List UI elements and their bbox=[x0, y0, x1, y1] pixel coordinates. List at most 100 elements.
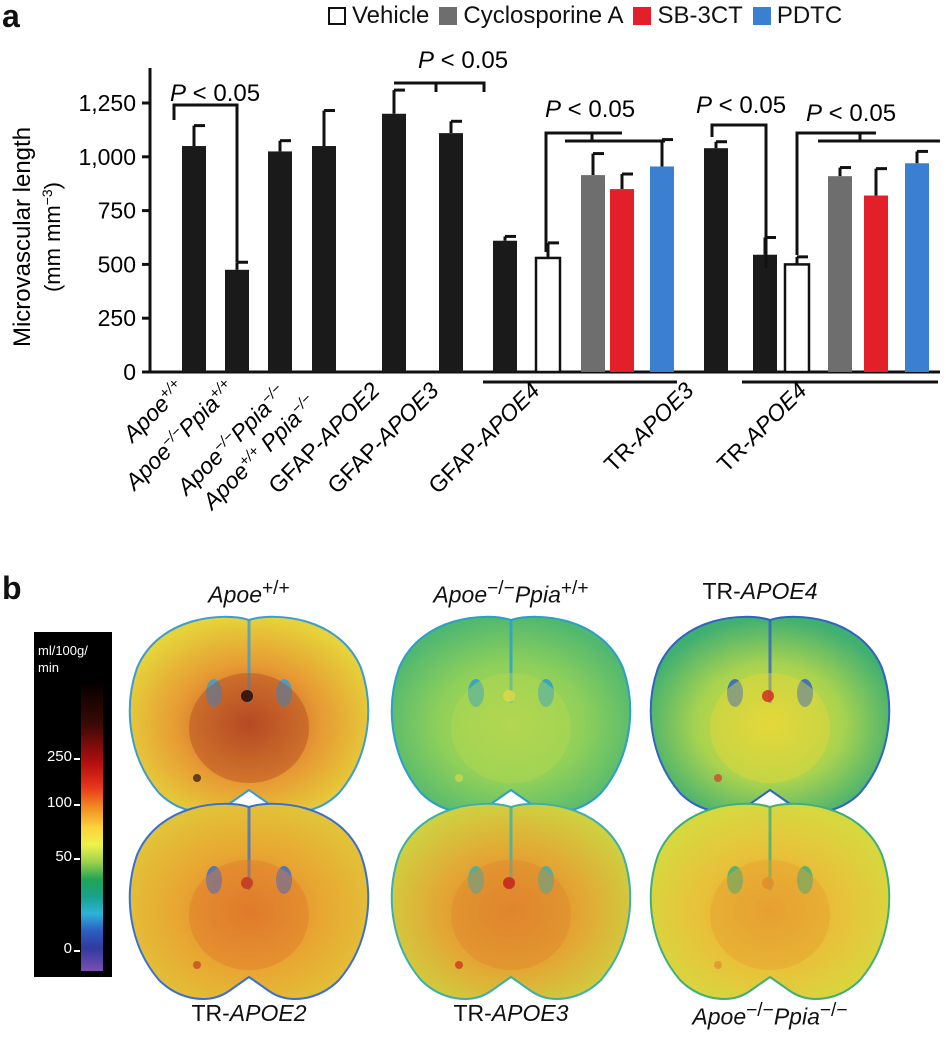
brain-section-outline bbox=[649, 802, 891, 1000]
panel-a-letter: a bbox=[2, 0, 20, 34]
brain-hotspot-small bbox=[455, 961, 463, 969]
colorbar-tickmark-0 bbox=[74, 950, 80, 952]
x-tick-label: TR-APOE3 bbox=[599, 377, 699, 477]
bar bbox=[182, 146, 206, 372]
panel-b-letter: b bbox=[2, 570, 22, 606]
brain-ventricle-left bbox=[727, 679, 743, 707]
colorbar-tickmark-100 bbox=[74, 804, 80, 806]
bar bbox=[610, 189, 634, 372]
brain-image-apoe-ko-ppia-ko bbox=[649, 802, 891, 1000]
brain-title-2: Apoe−/−Ppia+/+ bbox=[433, 578, 589, 608]
brain-core-region bbox=[451, 860, 571, 970]
brain-section-outline bbox=[128, 615, 370, 813]
colorbar-tick-0: 0 bbox=[63, 940, 72, 957]
brain-ventricle-left bbox=[206, 679, 222, 707]
bar bbox=[905, 163, 929, 372]
bar bbox=[864, 195, 888, 372]
brain-ventricle-left bbox=[468, 866, 484, 894]
colorbar-tick-100: 100 bbox=[46, 794, 72, 811]
brain-core-region bbox=[451, 673, 571, 783]
brain-hotspot bbox=[503, 690, 515, 702]
legend-swatch-cyclosporine bbox=[439, 7, 458, 25]
brain-core-region bbox=[710, 673, 830, 783]
brain-hotspot-small bbox=[455, 774, 463, 782]
y-axis-units: (mm mm−3) bbox=[39, 182, 65, 292]
p-value-label: P < 0.05 bbox=[170, 80, 260, 107]
brain-image-tr-apoe4 bbox=[649, 615, 891, 813]
bar bbox=[783, 263, 811, 374]
brain-image-tr-apoe3 bbox=[390, 802, 632, 1000]
y-tick-label: 250 bbox=[98, 305, 136, 331]
colorbar-tickmark-50 bbox=[74, 858, 80, 860]
x-tick-label: TR-APOE4 bbox=[712, 377, 812, 477]
legend-item-pdtc: PDTC bbox=[752, 2, 843, 30]
brain-image-apoe-wt bbox=[128, 615, 370, 813]
brain-image-tr-apoe2 bbox=[128, 802, 370, 1000]
legend-label-cyclosporine: Cyclosporine A bbox=[463, 2, 624, 29]
p-value-label: P < 0.05 bbox=[806, 100, 896, 127]
sig-bracket-2a bbox=[394, 81, 486, 92]
brain-ventricle-right bbox=[797, 679, 813, 707]
brain-core-region bbox=[189, 860, 309, 970]
chart-legend: Vehicle Cyclosporine A SB-3CT PDTC bbox=[328, 2, 842, 30]
colorbar-tickmark-250 bbox=[74, 758, 80, 760]
bar bbox=[439, 133, 463, 372]
p-value-label: P < 0.05 bbox=[418, 47, 508, 74]
legend-label-pdtc: PDTC bbox=[776, 2, 843, 29]
brain-hotspot bbox=[503, 877, 515, 889]
flow-colorbar: ml/100g/ min 250 100 50 0 bbox=[34, 632, 112, 977]
p-value-label: P < 0.05 bbox=[696, 92, 786, 119]
legend-item-sb3ct: SB-3CT bbox=[633, 2, 743, 30]
legend-swatch-vehicle bbox=[328, 7, 346, 25]
brain-core-region bbox=[189, 673, 309, 783]
brain-section-outline bbox=[390, 615, 632, 813]
brain-image-apoe-ko-ppia-wt bbox=[390, 615, 632, 813]
legend-item-vehicle: Vehicle bbox=[328, 2, 429, 30]
p-value-label: P < 0.05 bbox=[545, 96, 635, 123]
bar bbox=[493, 240, 517, 372]
brain-ventricle-right bbox=[797, 866, 813, 894]
bar bbox=[581, 175, 605, 372]
brain-title-6: Apoe−/−Ppia−/− bbox=[692, 1000, 848, 1030]
brain-hotspot bbox=[762, 877, 774, 889]
brain-hotspot bbox=[241, 877, 253, 889]
bar bbox=[382, 113, 406, 372]
brain-title-3: TR-APOE4 bbox=[702, 578, 818, 604]
bar bbox=[828, 176, 852, 372]
brain-hotspot-small bbox=[193, 774, 201, 782]
brain-hotspot-small bbox=[714, 961, 722, 969]
brain-hotspot bbox=[762, 690, 774, 702]
colorbar-tick-50: 50 bbox=[55, 848, 72, 865]
brain-hotspot bbox=[241, 690, 253, 702]
y-tick-label: 0 bbox=[123, 359, 136, 385]
brain-ventricle-right bbox=[538, 866, 554, 894]
brain-ventricle-left bbox=[727, 866, 743, 894]
colorbar-title-line1: ml/100g/ bbox=[38, 643, 88, 658]
colorbar-title-line2: min bbox=[38, 660, 59, 675]
bar bbox=[753, 254, 777, 372]
brain-hotspot-small bbox=[714, 774, 722, 782]
legend-swatch-sb3ct bbox=[633, 7, 652, 25]
brain-title-1: Apoe+/+ bbox=[208, 578, 290, 608]
y-axis-label: Microvascular length bbox=[9, 127, 36, 347]
brain-section-outline bbox=[128, 802, 370, 1000]
bar bbox=[650, 166, 674, 372]
sig-bracket-4 bbox=[710, 123, 768, 268]
bar bbox=[704, 148, 728, 372]
y-tick-label: 750 bbox=[98, 198, 136, 224]
colorbar-gradient bbox=[81, 684, 103, 971]
y-tick-label: 1,250 bbox=[78, 90, 136, 116]
brain-section-outline bbox=[649, 615, 891, 813]
brain-title-5: TR-APOE3 bbox=[453, 1000, 569, 1026]
brain-title-4: TR-APOE2 bbox=[191, 1000, 307, 1026]
bar bbox=[534, 256, 562, 374]
legend-label-sb3ct: SB-3CT bbox=[657, 2, 743, 29]
legend-swatch-pdtc bbox=[752, 7, 771, 25]
brain-ventricle-right bbox=[276, 866, 292, 894]
brain-core-region bbox=[710, 860, 830, 970]
brain-ventricle-right bbox=[276, 679, 292, 707]
brain-section-outline bbox=[390, 802, 632, 1000]
legend-item-cyclosporine: Cyclosporine A bbox=[439, 2, 623, 30]
sig-bracket-3a bbox=[544, 131, 622, 252]
legend-label-vehicle: Vehicle bbox=[352, 2, 430, 29]
